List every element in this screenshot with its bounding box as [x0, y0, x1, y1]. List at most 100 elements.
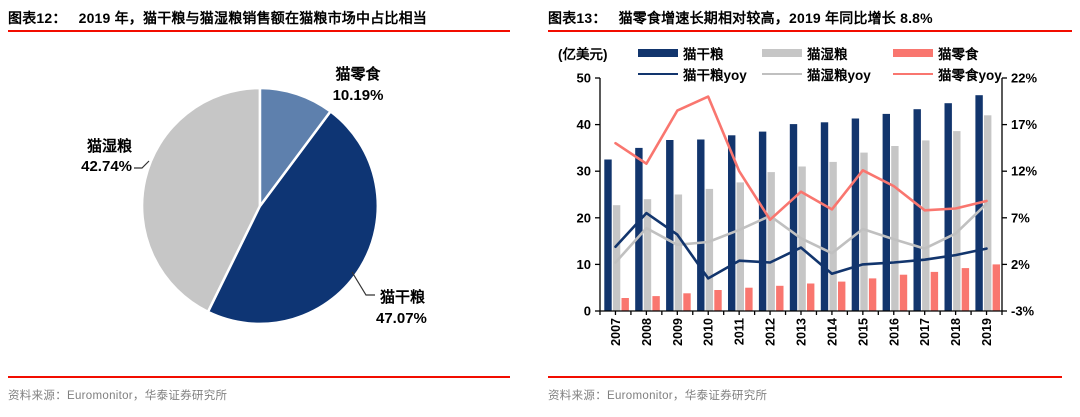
pie-label-dry: 猫干粮: [380, 288, 426, 306]
pie-value-wet: 42.74%: [81, 158, 132, 175]
figure13-title-text: 猫零食增速长期相对较高，2019 年同比增长 8.8%: [618, 10, 933, 26]
pie-value-snack: 10.19%: [333, 87, 384, 104]
right-axis-label: 22%: [1011, 71, 1037, 86]
bar-猫干粮-2013: [789, 124, 798, 311]
bar-猫湿粮-2016: [891, 146, 899, 311]
figure12-title: 图表12： 2019 年，猫干粮与猫湿粮销售额在猫粮市场中占比相当: [8, 8, 427, 28]
bar-猫零食-2019: [992, 264, 1000, 311]
legend-label-wet-yoy: 猫湿粮yoy: [807, 68, 871, 83]
legend-label-dry-bar: 猫干粮: [683, 47, 724, 62]
legend-label-snack-yoy: 猫零食yoy: [938, 68, 1002, 83]
bar-猫零食-2018: [961, 268, 970, 311]
legend-item-wet-yoy: 猫湿粮yoy: [762, 64, 871, 84]
x-axis-label-2019: 2019: [980, 318, 994, 346]
bar-猫零食-2011: [745, 287, 753, 311]
bar-猫干粮-2011: [728, 135, 736, 311]
combo-chart: 0 10 20 30 40 50 -3% 2% 7% 12% 17% 22% 2007 2008 2009 2…: [577, 71, 1038, 346]
x-axis-label-2018: 2018: [949, 318, 963, 346]
bar-猫干粮-2008: [635, 147, 643, 311]
pie-slice-1: [206, 109, 380, 326]
legend-swatch-dry-bar: [638, 49, 678, 57]
right-axis-label: -3%: [1011, 304, 1035, 319]
figure12-title-rule: [8, 30, 510, 32]
bar-猫零食-2017: [930, 271, 939, 311]
bar-猫零食-2007: [621, 298, 629, 311]
line-猫零食yoy: [614, 95, 988, 221]
bar-猫干粮-2009: [666, 140, 674, 311]
pie-leader-line-dry: [351, 271, 375, 296]
bar-猫湿粮-2014: [829, 161, 837, 311]
pie-label-wet: 猫湿粮: [87, 137, 133, 155]
pie-slice-0: [258, 86, 333, 210]
figure13-title: 图表13： 猫零食增速长期相对较高，2019 年同比增长 8.8%: [548, 8, 933, 28]
bar-猫湿粮-2010: [705, 188, 714, 311]
bar-猫干粮-2017: [913, 109, 921, 311]
legend-swatch-dry-yoy: [638, 72, 678, 76]
legend-label-snack-bar: 猫零食: [938, 47, 979, 62]
line-猫湿粮yoy: [614, 202, 988, 264]
right-axis-label: 12%: [1011, 164, 1037, 179]
legend-label-wet-bar: 猫湿粮: [807, 47, 848, 62]
bar-猫零食-2012: [776, 285, 784, 311]
bar-猫干粮-2016: [882, 113, 890, 312]
legend-swatch-wet-yoy: [762, 72, 802, 76]
figure13-label: 图表13：: [548, 10, 607, 26]
bar-猫零食-2014: [838, 281, 846, 311]
x-axis-label-2011: 2011: [733, 318, 747, 345]
pie-chart: 猫零食 10.19% 猫湿粮 42.74% 猫干粮 47.07%: [81, 65, 427, 327]
bar-猫零食-2015: [868, 278, 877, 311]
bar-猫湿粮-2018: [953, 131, 961, 311]
bar-猫湿粮-2008: [643, 199, 652, 311]
figure13-source: 资料来源：Euromonitor，华泰证券研究所: [548, 390, 768, 402]
x-axis-label-2008: 2008: [640, 318, 654, 346]
right-axis-label: 7%: [1011, 210, 1030, 225]
legend-item-dry-bar: 猫干粮: [638, 43, 724, 63]
left-axis-label: 20: [577, 210, 591, 225]
figure13-title-rule: [548, 30, 1072, 32]
bar-猫湿粮-2009: [674, 194, 683, 311]
x-axis-label-2009: 2009: [671, 318, 685, 346]
legend-swatch-snack-bar: [893, 49, 933, 57]
left-axis-label: 50: [577, 71, 591, 86]
x-axis-label-2012: 2012: [764, 318, 778, 346]
legend-label-dry-yoy: 猫干粮yoy: [683, 68, 747, 83]
left-axis-label: 10: [577, 257, 591, 272]
left-axis-label: 30: [577, 164, 591, 179]
line-猫干粮yoy: [614, 211, 988, 280]
x-axis-label-2015: 2015: [856, 318, 870, 346]
x-axis-label-2014: 2014: [825, 318, 839, 346]
right-axis-label: 17%: [1011, 117, 1037, 132]
bar-猫零食-2008: [652, 296, 660, 311]
x-axis-label-2017: 2017: [918, 318, 932, 346]
bar-猫干粮-2018: [944, 103, 952, 311]
right-axis-label: 2%: [1011, 257, 1030, 272]
bar-猫零食-2013: [807, 283, 815, 311]
bar-猫干粮-2010: [697, 139, 705, 311]
figure12-footer-rule: [8, 376, 510, 378]
legend-swatch-wet-bar: [762, 49, 802, 57]
figure12-source: 资料来源：Euromonitor，华泰证券研究所: [8, 390, 228, 402]
bar-猫湿粮-2012: [767, 172, 775, 311]
bar-猫湿粮-2015: [860, 152, 868, 311]
legend-item-snack-yoy: 猫零食yoy: [893, 64, 1002, 84]
bar-猫湿粮-2019: [984, 115, 992, 311]
pie-value-dry: 47.07%: [376, 310, 427, 327]
bar-猫干粮-2012: [758, 131, 767, 311]
figure12-title-text: 2019 年，猫干粮与猫湿粮销售额在猫粮市场中占比相当: [78, 10, 428, 26]
x-axis-label-2010: 2010: [702, 318, 716, 346]
bar-猫湿粮-2011: [736, 182, 744, 311]
legend-item-wet-bar: 猫湿粮: [762, 43, 848, 63]
bar-猫湿粮-2017: [922, 140, 930, 311]
bar-猫干粮-2007: [604, 159, 612, 311]
figure13-footer-rule: [548, 376, 1062, 378]
bar-猫湿粮-2007: [612, 205, 621, 311]
pie-label-snack: 猫零食: [335, 65, 381, 83]
bar-猫零食-2010: [714, 290, 722, 311]
pie-leader-line-wet: [134, 160, 150, 169]
bar-猫干粮-2015: [851, 118, 860, 311]
left-axis-label: 40: [577, 117, 591, 132]
axis-unit-label: (亿美元): [558, 47, 608, 62]
bar-猫干粮-2014: [820, 122, 829, 311]
x-axis-label-2016: 2016: [887, 318, 901, 346]
